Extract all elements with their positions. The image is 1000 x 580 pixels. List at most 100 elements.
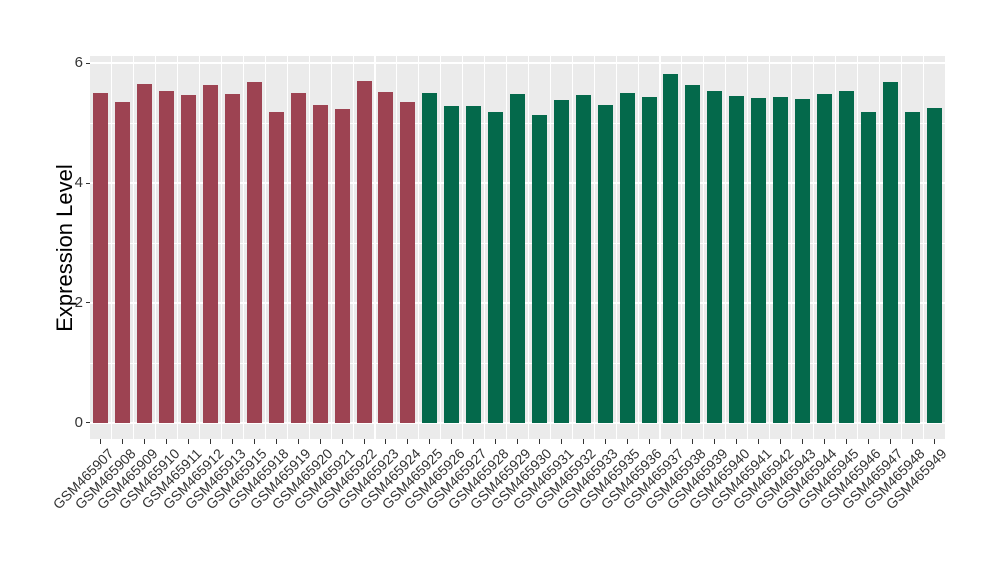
gridline-v bbox=[527, 56, 529, 439]
bar-GSM465938 bbox=[685, 85, 701, 423]
bar-GSM465927 bbox=[466, 106, 482, 423]
bar-GSM465949 bbox=[926, 108, 942, 423]
bar-GSM465941 bbox=[751, 97, 767, 423]
x-tick bbox=[144, 439, 146, 444]
x-tick bbox=[560, 439, 562, 444]
bar-GSM465925 bbox=[422, 92, 438, 423]
x-tick bbox=[473, 439, 475, 444]
x-tick bbox=[758, 439, 760, 444]
x-tick bbox=[692, 439, 694, 444]
gridline-v bbox=[177, 56, 179, 439]
bar-GSM465913 bbox=[225, 94, 240, 423]
bar-GSM465924 bbox=[400, 101, 416, 423]
gridline-v bbox=[111, 56, 113, 439]
gridline-v bbox=[725, 56, 727, 439]
x-tick bbox=[626, 439, 628, 444]
bar-GSM465920 bbox=[312, 105, 328, 423]
gridline-v bbox=[878, 56, 880, 439]
x-tick bbox=[845, 439, 847, 444]
y-tick-label: 6 bbox=[74, 54, 83, 72]
bar-GSM465944 bbox=[816, 94, 832, 423]
gridline-v bbox=[834, 56, 836, 439]
x-tick bbox=[582, 439, 584, 444]
bar-GSM465922 bbox=[356, 81, 372, 423]
y-tick bbox=[85, 182, 90, 184]
bar-GSM465921 bbox=[334, 108, 350, 423]
bar-GSM465915 bbox=[246, 82, 262, 423]
y-tick bbox=[85, 422, 90, 424]
bar-GSM465936 bbox=[641, 97, 657, 423]
bar-GSM465908 bbox=[115, 101, 131, 423]
bar-GSM465929 bbox=[510, 94, 525, 423]
bar-GSM465932 bbox=[575, 94, 591, 423]
gridline-v bbox=[571, 56, 573, 439]
bar-GSM465935 bbox=[619, 93, 635, 423]
x-tick bbox=[802, 439, 803, 444]
x-tick bbox=[604, 439, 606, 444]
x-tick bbox=[451, 439, 453, 444]
x-tick bbox=[122, 439, 124, 444]
x-tick bbox=[648, 439, 650, 444]
bar-GSM465910 bbox=[159, 90, 175, 423]
x-tick bbox=[736, 439, 738, 444]
y-tick bbox=[85, 302, 90, 304]
x-tick bbox=[363, 439, 365, 444]
x-tick bbox=[889, 439, 891, 444]
gridline-v bbox=[769, 56, 771, 439]
gridline-v bbox=[396, 56, 398, 439]
gridline-v bbox=[308, 56, 310, 439]
gridline-v bbox=[549, 56, 551, 439]
x-tick bbox=[538, 439, 540, 444]
y-tick-label: 4 bbox=[74, 174, 83, 192]
bar-GSM465907 bbox=[93, 93, 109, 423]
gridline-v bbox=[615, 56, 617, 439]
gridline-v bbox=[593, 56, 595, 439]
gridline-v bbox=[637, 56, 639, 439]
gridline-v bbox=[790, 56, 793, 439]
gridline-v bbox=[703, 56, 705, 439]
x-tick bbox=[429, 439, 431, 444]
y-tick-label: 0 bbox=[74, 413, 83, 431]
bar-GSM465939 bbox=[707, 90, 723, 423]
bar-GSM465946 bbox=[860, 112, 876, 423]
gridline-v bbox=[659, 56, 661, 439]
bar-GSM465931 bbox=[553, 99, 569, 423]
x-tick bbox=[867, 439, 869, 444]
x-tick bbox=[210, 439, 212, 444]
gridline-v bbox=[856, 56, 858, 439]
y-axis-title: Expression Level bbox=[52, 163, 77, 332]
gridline-v bbox=[922, 56, 924, 439]
gridline-v bbox=[418, 56, 420, 439]
bar-GSM465942 bbox=[773, 96, 789, 423]
gridline-v bbox=[155, 56, 157, 439]
x-tick bbox=[714, 439, 716, 444]
bar-GSM465928 bbox=[488, 112, 504, 423]
bar-GSM465923 bbox=[378, 91, 394, 423]
gridline-v bbox=[330, 56, 332, 439]
gridline-v bbox=[220, 56, 223, 439]
gridline-v bbox=[286, 56, 288, 439]
x-tick bbox=[319, 439, 321, 444]
bar-GSM465947 bbox=[882, 81, 898, 423]
bar-GSM465945 bbox=[838, 90, 854, 423]
x-tick bbox=[100, 439, 102, 444]
gridline-v bbox=[747, 56, 749, 439]
bar-GSM465919 bbox=[290, 92, 306, 423]
bar-GSM465948 bbox=[904, 111, 920, 423]
bar-GSM465912 bbox=[203, 84, 219, 423]
x-tick bbox=[407, 439, 409, 444]
gridline-v bbox=[812, 56, 814, 439]
gridline-v bbox=[505, 56, 508, 439]
gridline-v bbox=[374, 56, 376, 439]
bar-GSM465918 bbox=[268, 112, 284, 423]
bar-GSM465943 bbox=[795, 99, 810, 423]
bar-GSM465933 bbox=[597, 105, 613, 423]
bar-GSM465909 bbox=[137, 83, 153, 423]
gridline-v bbox=[242, 56, 244, 439]
bar-GSM465930 bbox=[531, 114, 547, 423]
x-tick bbox=[297, 439, 299, 444]
x-tick bbox=[823, 439, 825, 444]
x-tick bbox=[275, 439, 277, 444]
x-tick bbox=[933, 439, 935, 444]
bar-GSM465937 bbox=[663, 73, 679, 423]
